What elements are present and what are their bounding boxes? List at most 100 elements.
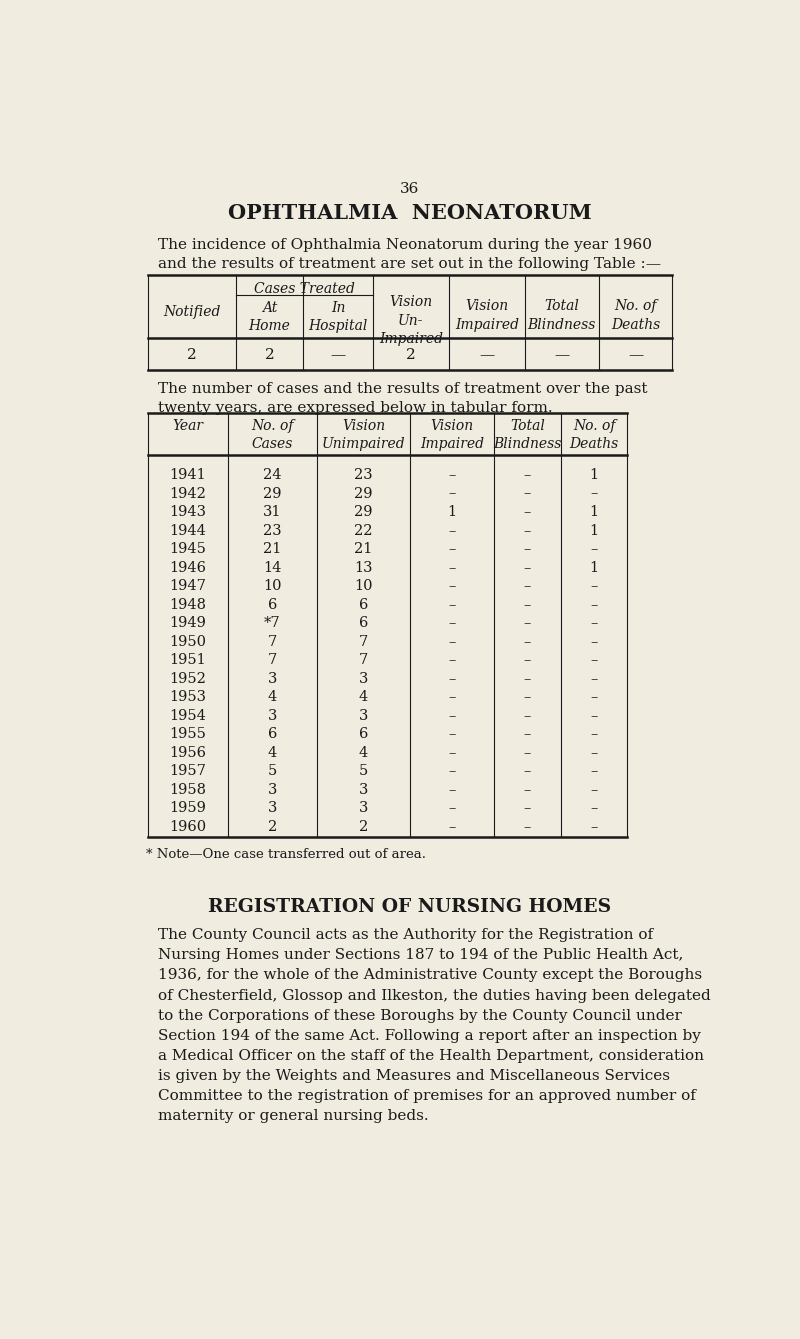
Text: –: –: [524, 746, 531, 759]
Text: 2: 2: [359, 819, 368, 834]
Text: 1950: 1950: [170, 635, 206, 648]
Text: *7: *7: [264, 616, 281, 631]
Text: 1960: 1960: [170, 819, 206, 834]
Text: 23: 23: [354, 469, 373, 482]
Text: 3: 3: [359, 802, 368, 815]
Text: In
Hospital: In Hospital: [308, 301, 368, 333]
Text: –: –: [524, 727, 531, 742]
Text: 6: 6: [268, 597, 277, 612]
Text: –: –: [448, 672, 455, 686]
Text: 4: 4: [268, 746, 277, 759]
Text: –: –: [524, 561, 531, 574]
Text: –: –: [590, 746, 598, 759]
Text: —: —: [479, 348, 494, 362]
Text: 29: 29: [354, 505, 373, 520]
Text: 23: 23: [263, 524, 282, 538]
Text: At
Home: At Home: [248, 301, 290, 333]
Text: –: –: [448, 691, 455, 704]
Text: 7: 7: [268, 653, 277, 667]
Text: 1951: 1951: [170, 653, 206, 667]
Text: 24: 24: [263, 469, 282, 482]
Text: —: —: [628, 348, 643, 362]
Text: –: –: [448, 486, 455, 501]
Text: 3: 3: [359, 783, 368, 797]
Text: 1947: 1947: [170, 580, 206, 593]
Text: Vision
Impaired: Vision Impaired: [420, 419, 484, 451]
Text: 29: 29: [354, 486, 373, 501]
Text: Year: Year: [173, 419, 203, 432]
Text: 5: 5: [268, 765, 277, 778]
Text: 1: 1: [447, 505, 457, 520]
Text: 1: 1: [590, 469, 598, 482]
Text: 1: 1: [590, 505, 598, 520]
Text: –: –: [590, 765, 598, 778]
Text: –: –: [448, 802, 455, 815]
Text: The incidence of Ophthalmia Neonatorum during the year 1960
and the results of t: The incidence of Ophthalmia Neonatorum d…: [158, 238, 661, 272]
Text: 1953: 1953: [170, 691, 206, 704]
Text: 1: 1: [590, 561, 598, 574]
Text: 13: 13: [354, 561, 373, 574]
Text: 1957: 1957: [170, 765, 206, 778]
Text: 7: 7: [359, 635, 368, 648]
Text: Vision
Unimpaired: Vision Unimpaired: [322, 419, 406, 451]
Text: 6: 6: [268, 727, 277, 742]
Text: –: –: [524, 819, 531, 834]
Text: 4: 4: [359, 691, 368, 704]
Text: 36: 36: [400, 182, 420, 197]
Text: –: –: [448, 783, 455, 797]
Text: –: –: [448, 653, 455, 667]
Text: –: –: [524, 616, 531, 631]
Text: 1941: 1941: [170, 469, 206, 482]
Text: –: –: [524, 691, 531, 704]
Text: –: –: [448, 727, 455, 742]
Text: –: –: [448, 469, 455, 482]
Text: Vision
Un-
Impaired: Vision Un- Impaired: [378, 296, 442, 347]
Text: –: –: [448, 746, 455, 759]
Text: 1954: 1954: [170, 708, 206, 723]
Text: 10: 10: [263, 580, 282, 593]
Text: No. of
Deaths: No. of Deaths: [611, 300, 660, 332]
Text: –: –: [590, 653, 598, 667]
Text: The number of cases and the results of treatment over the past
twenty years, are: The number of cases and the results of t…: [158, 382, 648, 415]
Text: –: –: [524, 783, 531, 797]
Text: 6: 6: [359, 727, 368, 742]
Text: –: –: [448, 597, 455, 612]
Text: * Note—One case transferred out of area.: * Note—One case transferred out of area.: [146, 849, 426, 861]
Text: –: –: [590, 802, 598, 815]
Text: –: –: [590, 542, 598, 556]
Text: –: –: [590, 635, 598, 648]
Text: 4: 4: [359, 746, 368, 759]
Text: 31: 31: [263, 505, 282, 520]
Text: –: –: [590, 672, 598, 686]
Text: –: –: [524, 486, 531, 501]
Text: 2: 2: [265, 348, 274, 362]
Text: –: –: [448, 819, 455, 834]
Text: 10: 10: [354, 580, 373, 593]
Text: –: –: [590, 691, 598, 704]
Text: 14: 14: [263, 561, 282, 574]
Text: 3: 3: [359, 672, 368, 686]
Text: 3: 3: [268, 708, 277, 723]
Text: 3: 3: [268, 802, 277, 815]
Text: 1945: 1945: [170, 542, 206, 556]
Text: –: –: [448, 708, 455, 723]
Text: 21: 21: [263, 542, 282, 556]
Text: –: –: [448, 765, 455, 778]
Text: 1942: 1942: [170, 486, 206, 501]
Text: –: –: [590, 616, 598, 631]
Text: The County Council acts as the Authority for the Registration of
Nursing Homes u: The County Council acts as the Authority…: [158, 928, 711, 1123]
Text: 4: 4: [268, 691, 277, 704]
Text: No. of
Cases: No. of Cases: [251, 419, 294, 451]
Text: –: –: [590, 486, 598, 501]
Text: –: –: [590, 783, 598, 797]
Text: 3: 3: [359, 708, 368, 723]
Text: REGISTRATION OF NURSING HOMES: REGISTRATION OF NURSING HOMES: [209, 898, 611, 916]
Text: 1948: 1948: [170, 597, 206, 612]
Text: 2: 2: [406, 348, 416, 362]
Text: Total
Blindness: Total Blindness: [528, 300, 596, 332]
Text: –: –: [590, 819, 598, 834]
Text: 7: 7: [268, 635, 277, 648]
Text: 1946: 1946: [170, 561, 206, 574]
Text: OPHTHALMIA  NEONATORUM: OPHTHALMIA NEONATORUM: [228, 204, 592, 224]
Text: 21: 21: [354, 542, 373, 556]
